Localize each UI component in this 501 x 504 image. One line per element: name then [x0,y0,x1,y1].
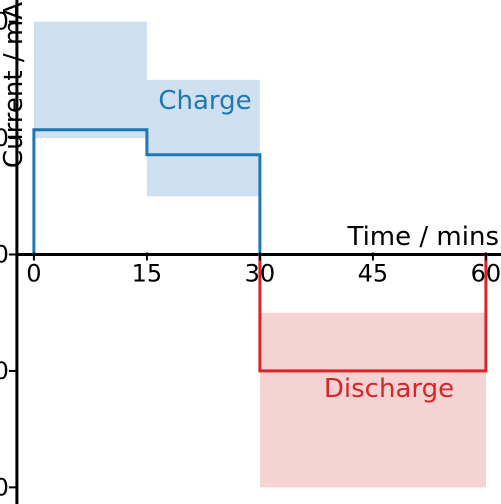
discharge-series-line [258,254,488,373]
charge-series-label: Charge [158,86,251,116]
y-tick-label: -140 [0,473,9,501]
uncertainty-bands [33,21,486,488]
y-tick-label: 70 [0,124,9,152]
series-lines [32,128,488,373]
x-axis-title: Time / mins [347,222,500,252]
y-tick-label: 140 [0,8,9,36]
discharge-band-0 [259,312,486,488]
y-tick-label: -70 [0,357,9,385]
charge-series-line [32,128,262,255]
x-tick-label: 15 [132,259,163,287]
discharge-series-label: Discharge [324,374,454,404]
charge-band-1 [146,79,260,197]
y-tick-label: 0 [0,240,9,268]
x-tick-label: 60 [471,259,501,287]
y-axis-title: Current / mA [0,2,29,168]
x-tick-label: 30 [245,259,276,287]
x-tick-label: 0 [26,259,41,287]
tick-marks: 0 15 30 45 60 140 70 0 -70 -140 [0,8,501,502]
x-tick-label: 45 [358,259,389,287]
charge-band-0 [33,21,147,139]
